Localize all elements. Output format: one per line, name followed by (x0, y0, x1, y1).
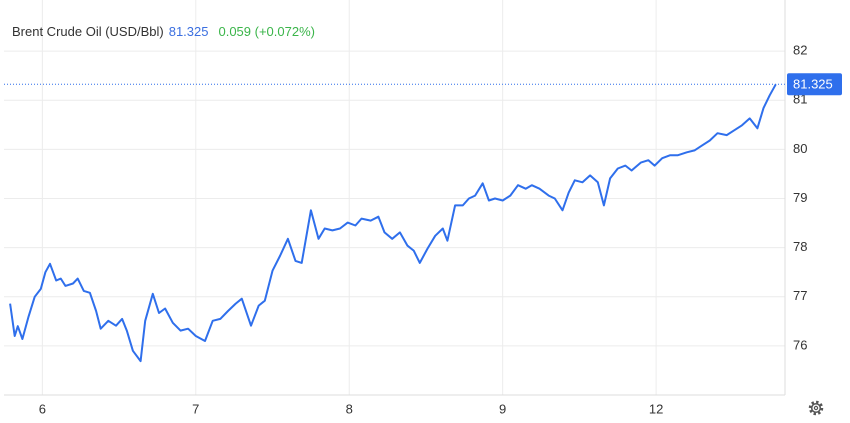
y-tick-label: 79 (793, 190, 807, 205)
plot (9, 83, 777, 363)
last-price: 81.325 (169, 24, 209, 39)
x-tick-label: 9 (499, 401, 506, 416)
last-price-tag-label: 81.325 (793, 77, 833, 92)
y-tick-label: 77 (793, 288, 807, 303)
x-tick-label: 6 (39, 401, 46, 416)
y-tick-label: 78 (793, 239, 807, 254)
y-tick-label: 82 (793, 43, 807, 58)
settings-icon[interactable] (808, 400, 824, 416)
instrument-name: Brent Crude Oil (USD/Bbl) (12, 24, 164, 39)
x-tick-label: 8 (346, 401, 353, 416)
price-change: 0.059 (+0.072%) (218, 24, 314, 39)
y-tick-label: 76 (793, 337, 807, 352)
y-tick-label: 81 (793, 92, 807, 107)
grid (4, 0, 785, 395)
legend: Brent Crude Oil (USD/Bbl) 81.325 0.059 (+0… (12, 24, 315, 39)
price-line (9, 83, 777, 363)
last-price-tag (787, 73, 842, 96)
y-tick-label: 80 (793, 141, 807, 156)
x-tick-label: 7 (192, 401, 199, 416)
x-tick-label: 12 (649, 401, 663, 416)
